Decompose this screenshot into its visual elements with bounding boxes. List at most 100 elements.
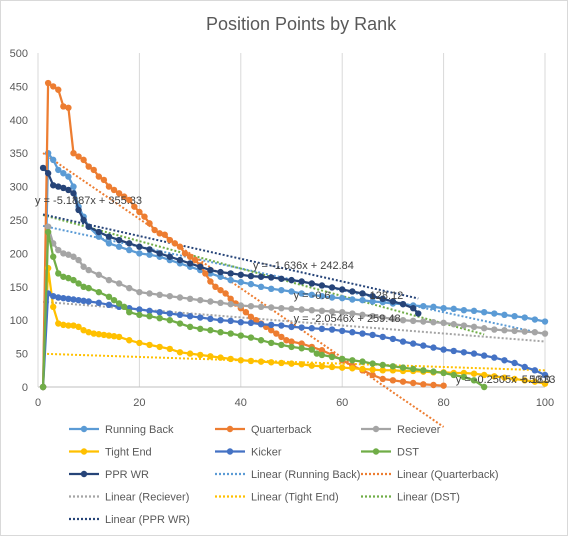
data-point: [339, 286, 346, 293]
data-point: [146, 312, 153, 320]
data-point: [50, 182, 57, 189]
legend-marker: [80, 470, 88, 478]
data-point: [288, 323, 295, 331]
data-point: [227, 295, 234, 303]
data-point: [491, 310, 498, 317]
data-point: [85, 223, 92, 230]
data-point: [161, 231, 168, 238]
data-point: [430, 319, 437, 326]
data-point: [328, 284, 336, 291]
data-point: [85, 266, 92, 274]
data-point: [460, 349, 468, 356]
data-point: [197, 263, 204, 270]
data-point: [308, 306, 315, 314]
legend-label: Reciever: [397, 424, 441, 436]
data-point: [389, 298, 397, 305]
data-point: [273, 330, 280, 337]
data-point: [217, 273, 224, 280]
data-point: [197, 325, 204, 333]
data-point: [70, 253, 77, 260]
data-point: [541, 380, 549, 387]
data-point: [318, 307, 326, 315]
data-point: [257, 303, 265, 311]
data-point: [212, 283, 219, 290]
data-point: [136, 288, 143, 296]
data-point: [65, 173, 72, 180]
x-tick-label: 40: [235, 397, 247, 409]
data-point: [156, 250, 163, 257]
data-point: [120, 303, 128, 311]
data-point: [247, 313, 255, 321]
data-point: [257, 358, 265, 365]
data-point: [440, 369, 447, 377]
data-point: [141, 213, 148, 220]
data-point: [156, 230, 163, 237]
series-layer: [39, 79, 549, 391]
data-point: [379, 361, 386, 369]
data-point: [176, 243, 184, 250]
data-point: [399, 378, 407, 385]
data-point: [308, 346, 315, 353]
legend-label: Linear (PPR WR): [105, 514, 190, 526]
data-point: [70, 190, 77, 197]
data-point: [50, 83, 57, 90]
y-tick-label: 150: [10, 282, 28, 294]
data-point: [176, 349, 184, 356]
legend-label: Quarterback: [251, 424, 312, 436]
data-point: [531, 378, 539, 385]
data-point: [420, 381, 427, 388]
y-tick-label: 450: [10, 81, 28, 93]
data-point: [60, 273, 67, 280]
data-point: [409, 340, 417, 347]
data-point: [521, 363, 528, 371]
data-point: [511, 375, 518, 383]
data-point: [50, 303, 57, 311]
data-point: [339, 294, 346, 302]
data-point: [151, 226, 158, 234]
data-point: [389, 315, 397, 323]
data-point: [156, 314, 163, 322]
data-point: [85, 284, 92, 292]
data-point: [207, 278, 214, 285]
data-point: [60, 170, 67, 177]
data-point: [85, 298, 92, 305]
legend-label: Running Back: [105, 424, 174, 436]
data-point: [75, 153, 82, 160]
data-point: [217, 354, 224, 361]
data-point: [470, 370, 478, 377]
data-point: [237, 278, 244, 286]
data-point: [379, 367, 386, 374]
data-point: [126, 337, 133, 344]
data-point: [298, 290, 305, 297]
data-point: [501, 374, 508, 381]
data-point: [521, 377, 528, 384]
legend-label: Linear (Running Back): [251, 469, 360, 481]
data-point: [430, 344, 437, 351]
data-point: [430, 368, 437, 375]
data-point: [450, 371, 457, 379]
data-point: [126, 308, 133, 316]
data-point: [501, 311, 508, 319]
data-point: [349, 357, 356, 364]
data-point: [181, 250, 189, 257]
y-tick-label: 250: [10, 215, 28, 227]
data-point: [197, 296, 204, 304]
data-point: [186, 323, 194, 331]
data-point: [379, 333, 386, 341]
data-point: [176, 311, 184, 319]
data-point: [207, 315, 214, 323]
trendline-equation: y = -2.0546x + 259.48: [294, 313, 401, 325]
data-point: [136, 311, 143, 319]
data-point: [521, 328, 528, 335]
data-point: [39, 164, 47, 172]
data-point: [65, 274, 72, 282]
data-point: [501, 327, 508, 334]
data-point: [257, 273, 265, 280]
data-point: [207, 327, 214, 334]
data-point: [278, 304, 285, 312]
data-point: [298, 361, 305, 368]
data-point: [156, 308, 163, 316]
data-point: [166, 345, 174, 353]
data-point: [359, 330, 366, 337]
data-point: [409, 365, 417, 373]
